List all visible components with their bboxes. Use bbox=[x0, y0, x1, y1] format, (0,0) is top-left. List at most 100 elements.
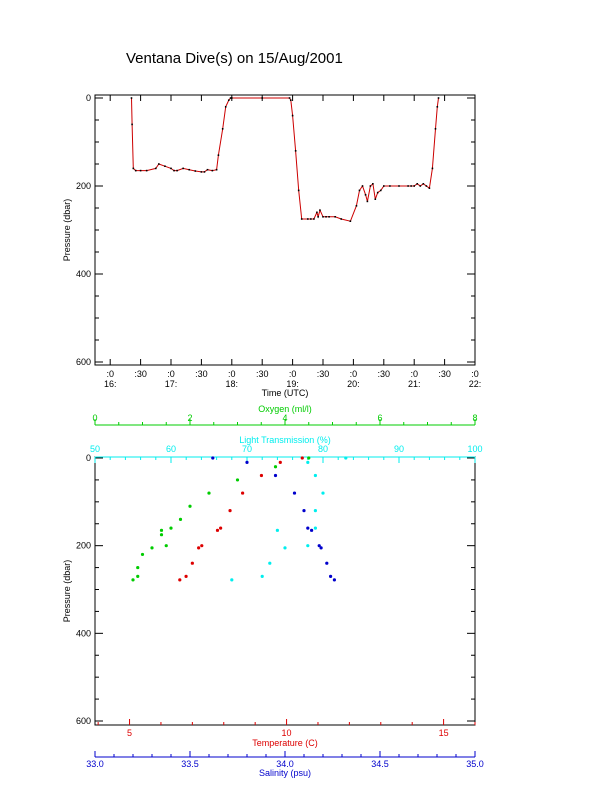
top-x-tick-label: 19: bbox=[286, 379, 299, 389]
salinity-axis-label: Salinity (psu) bbox=[259, 768, 311, 778]
light-transmission-point bbox=[230, 578, 234, 582]
pressure-profile-point bbox=[369, 185, 372, 187]
pressure-profile-point bbox=[436, 106, 439, 108]
top-y-tick-label: 400 bbox=[76, 269, 91, 279]
light-transmission-point bbox=[321, 491, 325, 495]
pressure-profile-point bbox=[158, 163, 160, 165]
top-x-tick-label: 16: bbox=[104, 379, 117, 389]
pressure-profile-line bbox=[131, 97, 439, 222]
oxygen-axis-label: Oxygen (ml/l) bbox=[258, 404, 312, 414]
oxygen-point bbox=[273, 465, 278, 469]
top-x-tick-label: 17: bbox=[165, 379, 178, 389]
temperature-tick-label: 10 bbox=[282, 728, 292, 738]
top-x-tick-label: 22: bbox=[469, 379, 482, 389]
pressure-profile-point bbox=[319, 209, 321, 211]
top-x-tick-label: :0 bbox=[289, 369, 297, 379]
pressure-profile-point bbox=[328, 216, 330, 218]
pressure-profile-point bbox=[200, 171, 203, 173]
light-transmission-point bbox=[268, 561, 272, 565]
salinity-point bbox=[302, 509, 306, 513]
pressure-profile-point bbox=[325, 216, 327, 218]
oxygen-point bbox=[169, 526, 173, 530]
temperature-point bbox=[219, 526, 223, 530]
temperature-point bbox=[228, 509, 232, 513]
top-y-tick-label: 0 bbox=[86, 93, 91, 103]
oxygen-tick-label: 6 bbox=[377, 413, 382, 423]
pressure-profile-point bbox=[194, 170, 197, 172]
oxygen-tick-label: 0 bbox=[92, 413, 97, 423]
pressure-profile-point bbox=[294, 150, 297, 152]
top-y-tick-label: 200 bbox=[76, 181, 91, 191]
top-y-axis-label: Pressure (dbar) bbox=[62, 199, 72, 262]
oxygen-point bbox=[131, 578, 135, 582]
temperature-tick-label: 15 bbox=[439, 728, 449, 738]
temperature-axis-label: Temperature (C) bbox=[252, 738, 318, 748]
top-x-tick-label: 18: bbox=[226, 379, 239, 389]
pressure-profile-point bbox=[130, 97, 133, 99]
pressure-profile-point bbox=[231, 97, 233, 99]
pressure-profile-point bbox=[188, 168, 191, 171]
top-plot-frame bbox=[94, 94, 476, 366]
light-tick-label: 100 bbox=[467, 444, 482, 454]
pressure-profile-point bbox=[389, 185, 391, 187]
salinity-point bbox=[319, 546, 323, 550]
pressure-profile-point bbox=[410, 185, 412, 187]
salinity-point bbox=[211, 456, 215, 460]
oxygen-point bbox=[136, 565, 140, 570]
pressure-profile-point bbox=[164, 165, 166, 167]
top-x-tick-label: :0 bbox=[106, 369, 114, 379]
salinity-point bbox=[245, 460, 249, 464]
pressure-profile-point bbox=[307, 218, 309, 220]
top-x-tick-label: :30 bbox=[195, 369, 208, 379]
top-x-tick-label: :0 bbox=[228, 369, 236, 379]
pressure-profile-point bbox=[155, 167, 157, 170]
pressure-profile-point bbox=[221, 128, 224, 130]
pressure-profile-point bbox=[132, 167, 135, 170]
pressure-profile-point bbox=[349, 220, 352, 222]
pressure-profile-point bbox=[229, 97, 232, 99]
salinity-point bbox=[317, 544, 321, 548]
light-tick-label: 60 bbox=[166, 444, 176, 454]
oxygen-point bbox=[159, 533, 164, 537]
top-y-tick-label: 600 bbox=[76, 357, 91, 367]
pressure-profile-point bbox=[322, 216, 324, 218]
oxygen-point bbox=[307, 456, 311, 460]
temperature-point bbox=[215, 528, 220, 532]
temperature-point bbox=[178, 578, 182, 582]
pressure-profile-point bbox=[145, 169, 148, 172]
light-transmission-point bbox=[306, 460, 310, 464]
light-transmission-point bbox=[275, 528, 279, 532]
pressure-profile-point bbox=[416, 183, 419, 185]
oxygen-point bbox=[159, 528, 164, 532]
top-x-tick-label: :30 bbox=[134, 369, 147, 379]
pressure-profile-point bbox=[379, 189, 382, 192]
top-x-tick-label: :0 bbox=[410, 369, 418, 379]
light-tick-label: 50 bbox=[90, 444, 100, 454]
oxygen-point bbox=[188, 504, 192, 508]
pressure-profile-point bbox=[131, 123, 133, 126]
top-x-tick-label: :30 bbox=[256, 369, 269, 379]
temperature-tick-label: 5 bbox=[127, 728, 132, 738]
salinity-tick-label: 34.0 bbox=[276, 759, 294, 769]
light-tick-label: 90 bbox=[394, 444, 404, 454]
temperature-point bbox=[241, 491, 245, 495]
oxygen-point bbox=[178, 517, 183, 521]
light-transmission-point bbox=[344, 456, 348, 460]
top-x-tick-label: :30 bbox=[378, 369, 391, 379]
light-axis-label: Light Transmission (%) bbox=[239, 435, 331, 445]
bottom-y-tick-label: 600 bbox=[76, 716, 91, 726]
bottom-plot-frame bbox=[94, 456, 476, 726]
salinity-tick-label: 33.0 bbox=[86, 759, 104, 769]
pressure-profile-point bbox=[224, 106, 227, 108]
oxygen-tick-label: 2 bbox=[187, 413, 192, 423]
pressure-profile-point bbox=[419, 185, 422, 187]
pressure-profile-point bbox=[134, 169, 137, 172]
pressure-profile-point bbox=[261, 97, 263, 99]
top-x-tick-label: :0 bbox=[350, 369, 358, 379]
temperature-point bbox=[259, 473, 264, 478]
pressure-profile-point bbox=[425, 185, 428, 187]
top-x-axis-label: Time (UTC) bbox=[262, 388, 309, 398]
pressure-profile-point bbox=[313, 218, 315, 220]
pressure-profile-point bbox=[217, 154, 220, 156]
